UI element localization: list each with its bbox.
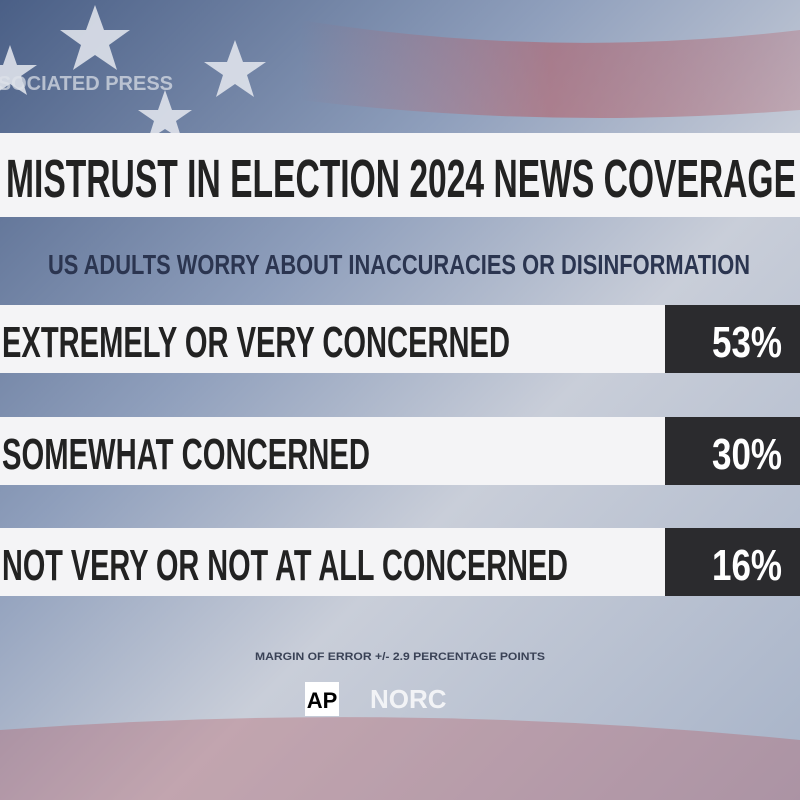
row-value: 53% <box>712 318 782 367</box>
row-value: 16% <box>712 541 782 590</box>
rows: EXTREMELY OR VERY CONCERNED 53% SOMEWHAT C… <box>0 305 800 596</box>
ap-logo: AP <box>307 688 338 713</box>
row-label: SOMEWHAT CONCERNED <box>2 430 370 479</box>
footer-note: MARGIN OF ERROR +/- 2.9 PERCENTAGE POINT… <box>255 651 545 663</box>
flag-stripe <box>0 717 800 800</box>
watermark: ASSOCIATED PRESS <box>0 73 173 95</box>
flag-stripe <box>300 20 800 118</box>
row-bar <box>0 305 665 373</box>
row-bar <box>0 528 665 596</box>
value-box <box>665 305 800 373</box>
stars <box>0 5 266 140</box>
row-value: 30% <box>712 430 782 479</box>
title-bar <box>0 133 800 217</box>
row-bar <box>0 417 665 485</box>
ap-logo-box <box>305 682 339 716</box>
norc-logo: NORC <box>370 684 447 714</box>
row-label: NOT VERY OR NOT AT ALL CONCERNED <box>2 541 568 590</box>
title: MISTRUST IN ELECTION 2024 NEWS COVERAGE <box>6 149 796 209</box>
value-box <box>665 528 800 596</box>
subtitle: US ADULTS WORRY ABOUT INACCURACIES OR DI… <box>48 249 750 280</box>
value-box <box>665 417 800 485</box>
row-label: EXTREMELY OR VERY CONCERNED <box>2 318 510 367</box>
